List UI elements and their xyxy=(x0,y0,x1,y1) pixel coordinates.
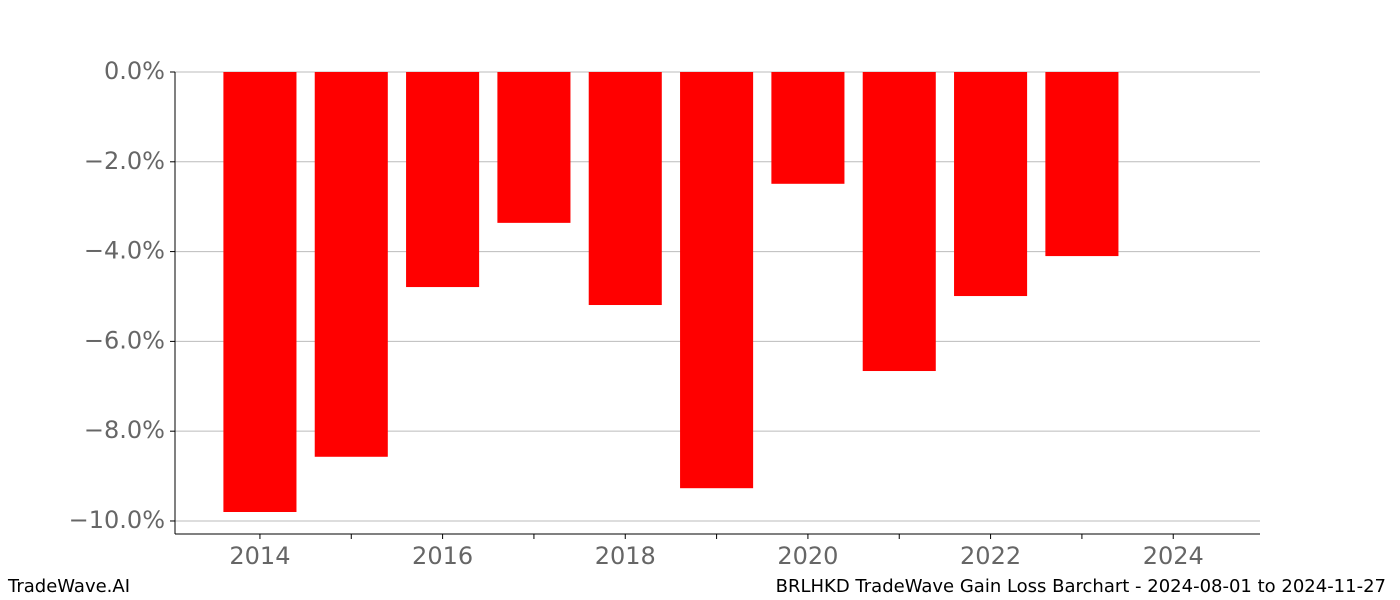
bar xyxy=(680,72,754,489)
chart-title: BRLHKD TradeWave Gain Loss Barchart - 20… xyxy=(776,576,1386,597)
y-tick-label: −4.0% xyxy=(84,237,165,265)
x-tick-label: 2020 xyxy=(777,542,838,570)
bar xyxy=(954,72,1028,297)
bar xyxy=(771,72,845,184)
x-tick-label: 2024 xyxy=(1143,542,1204,570)
x-tick-label: 2018 xyxy=(595,542,656,570)
x-tick-label: 2022 xyxy=(960,542,1021,570)
x-tick-label: 2014 xyxy=(229,542,290,570)
x-tick-label: 2016 xyxy=(412,542,473,570)
bar xyxy=(1045,72,1119,257)
y-tick-label: −10.0% xyxy=(69,506,165,534)
bar xyxy=(588,72,662,306)
bar xyxy=(406,72,480,288)
y-tick-label: −6.0% xyxy=(84,326,165,354)
bar xyxy=(223,72,297,512)
source: TradeWave.AI xyxy=(7,576,130,597)
y-tick-label: 0.0% xyxy=(104,57,165,85)
bar xyxy=(497,72,571,223)
y-tick-label: −2.0% xyxy=(84,147,165,175)
y-tick-label: −8.0% xyxy=(84,416,165,444)
bar xyxy=(862,72,936,372)
bar xyxy=(314,72,388,457)
